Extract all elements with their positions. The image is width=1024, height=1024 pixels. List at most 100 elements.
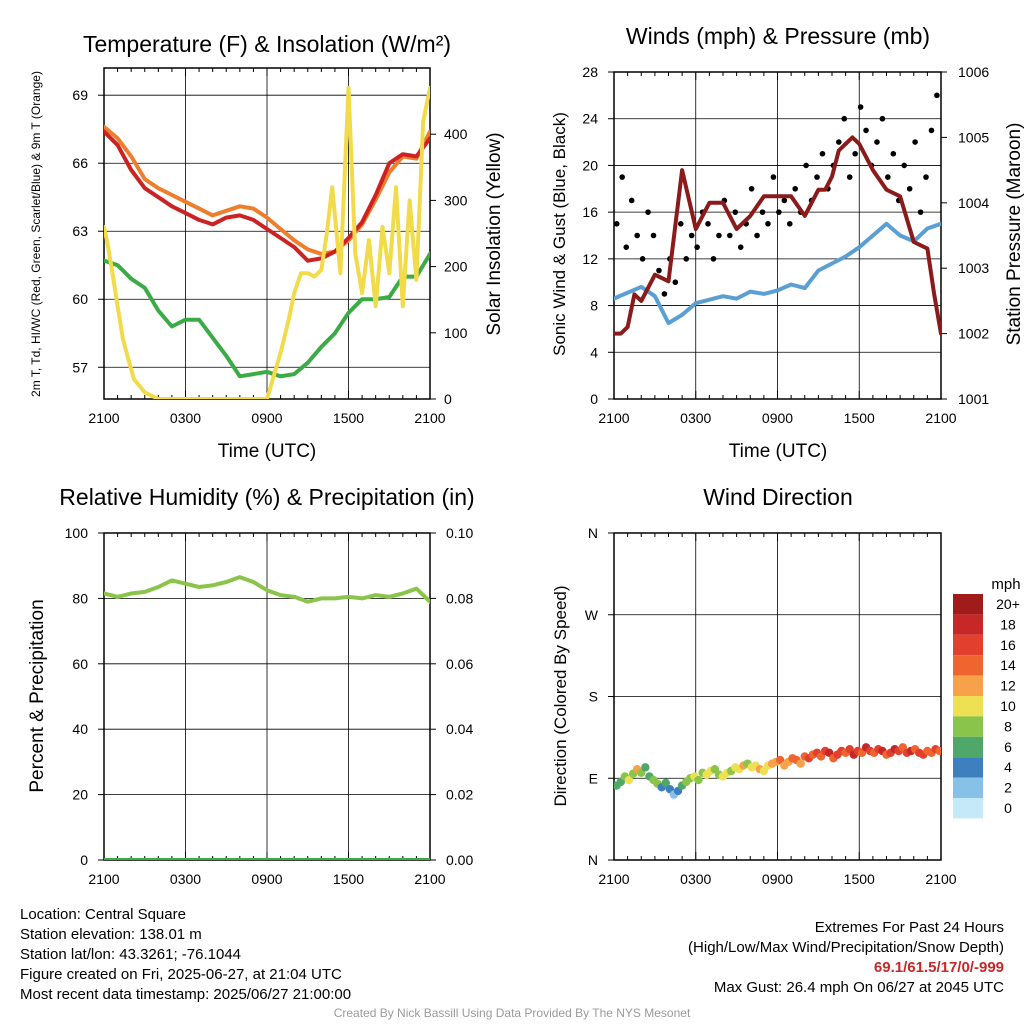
y-tick-label-left: 80 [72,590,88,606]
max-gust: Max Gust: 26.4 mph On 06/27 at 2045 UTC [713,979,1004,996]
gust-point [803,162,809,169]
x-tick-label: 2100 [925,410,956,426]
legend-label: 10 [1000,698,1016,714]
y-tick-label-left: 100 [65,525,89,541]
y-tick-label-left: 28 [582,64,598,80]
legend-swatch [953,798,983,819]
direction-point [694,775,703,785]
y-tick-label-left: 63 [72,223,88,239]
gust-point [628,197,635,204]
figure-created: Figure created on Fri, 2025-06-27, at 21… [20,966,342,983]
gust-point [683,256,690,262]
legend-swatch [953,777,983,798]
y-tick-label-left: E [589,770,598,786]
y-tick-label-left: S [589,689,598,705]
gust-point [645,209,651,215]
credit-line: Created By Nick Bassill Using Data Provi… [333,1006,691,1020]
winds-ylabel-right: Station Pressure (Maroon) [1004,123,1024,346]
x-tick-label: 1500 [844,410,875,426]
direction-ylabel-left: Direction (Colored By Speed) [551,585,570,806]
gust-point [759,209,766,215]
gust-point [852,150,858,157]
legend-swatch [953,634,983,656]
x-tick-label: 0900 [251,871,282,887]
gust-point [650,232,657,239]
x-tick-label: 0300 [170,410,201,426]
series-line-0 [104,575,430,604]
gust-point [716,232,722,239]
humidity-title: Relative Humidity (%) & Precipitation (i… [59,484,474,510]
recent-timestamp: Most recent data timestamp: 2025/06/27 2… [20,986,352,1003]
y-tick-label-left: 0 [590,391,598,407]
direction-point [641,763,650,772]
winds-title: Winds (mph) & Pressure (mb) [626,23,930,49]
legend-label: 14 [1000,657,1016,673]
legend-label: 4 [1004,759,1012,775]
gust-point [623,244,630,250]
legend-swatch [953,696,983,717]
gust-point [814,174,820,180]
gust-point [863,127,869,134]
y-tick-label-left: 8 [590,298,598,314]
y-tick-label-left: 40 [72,721,88,737]
gust-point [705,221,711,227]
y-tick-label-right: 1005 [958,129,989,145]
legend-swatch [953,716,983,737]
gust-point [748,185,755,192]
legend-swatch [953,655,983,676]
x-tick-label: 2100 [88,410,119,426]
x-tick-label: 2100 [598,871,629,887]
gust-point [906,185,913,192]
y-tick-label-right: 300 [444,192,468,208]
gust-point [874,139,880,145]
extremes-subheading: (High/Low/Max Wind/Precipitation/Snow De… [688,939,1004,956]
gust-point [661,291,668,297]
legend-swatch [953,614,983,635]
x-tick-label: 0300 [680,871,711,887]
gust-point [819,150,826,157]
temperature-ylabel-left: 2m T, Td, HI/WC (Red, Green, Scarlet/Blu… [29,71,43,397]
station-latlon: Station lat/lon: 43.3261; -76.1044 [20,946,242,963]
y-tick-label-left: 60 [72,291,88,307]
station-location: Location: Central Square [20,906,186,923]
x-tick-label: 1500 [333,410,364,426]
legend-swatch [953,594,983,615]
x-tick-label: 0300 [680,410,711,426]
series-line-0 [614,221,941,326]
gust-point [917,209,924,215]
temperature-ylabel-right: Solar Insolation (Yellow) [484,132,505,335]
gust-point [841,115,848,122]
legend-label: 12 [1000,678,1016,694]
gust-point [614,221,620,227]
x-tick-label: 1500 [844,871,875,887]
gust-point [727,232,733,239]
winds-xlabel: Time (UTC) [729,441,828,462]
temperature-xlabel: Time (UTC) [218,441,317,462]
legend-label: 20+ [996,596,1020,612]
y-tick-label-left: 60 [72,656,88,672]
gust-point [656,267,662,274]
y-tick-label-left: 20 [582,157,598,173]
direction-point [796,759,805,768]
y-tick-label-right: 0.06 [446,656,473,672]
x-tick-label: 0900 [251,410,282,426]
humidity-ylabel-left: Percent & Precipitation [27,599,48,792]
y-tick-label-right: 0 [444,391,452,407]
gust-point [634,232,640,239]
gust-point [639,256,646,262]
y-tick-label-right: 1003 [958,260,989,276]
y-tick-label-right: 0.02 [446,787,473,803]
temperature-panel: Temperature (F) & Insolation (W/m²) Time… [29,31,505,462]
gust-point [928,127,935,134]
series-line-2 [614,135,941,336]
gust-point [846,174,853,180]
gust-point [786,221,793,227]
legend-swatch [953,757,983,778]
legend-label: 16 [1000,637,1016,653]
x-tick-label: 2100 [925,871,956,887]
gust-point [792,185,799,192]
y-tick-label-right: 1001 [958,391,989,407]
y-tick-label-right: 1004 [958,195,989,211]
x-tick-label: 0900 [762,871,793,887]
legend-unit: mph [991,576,1020,593]
